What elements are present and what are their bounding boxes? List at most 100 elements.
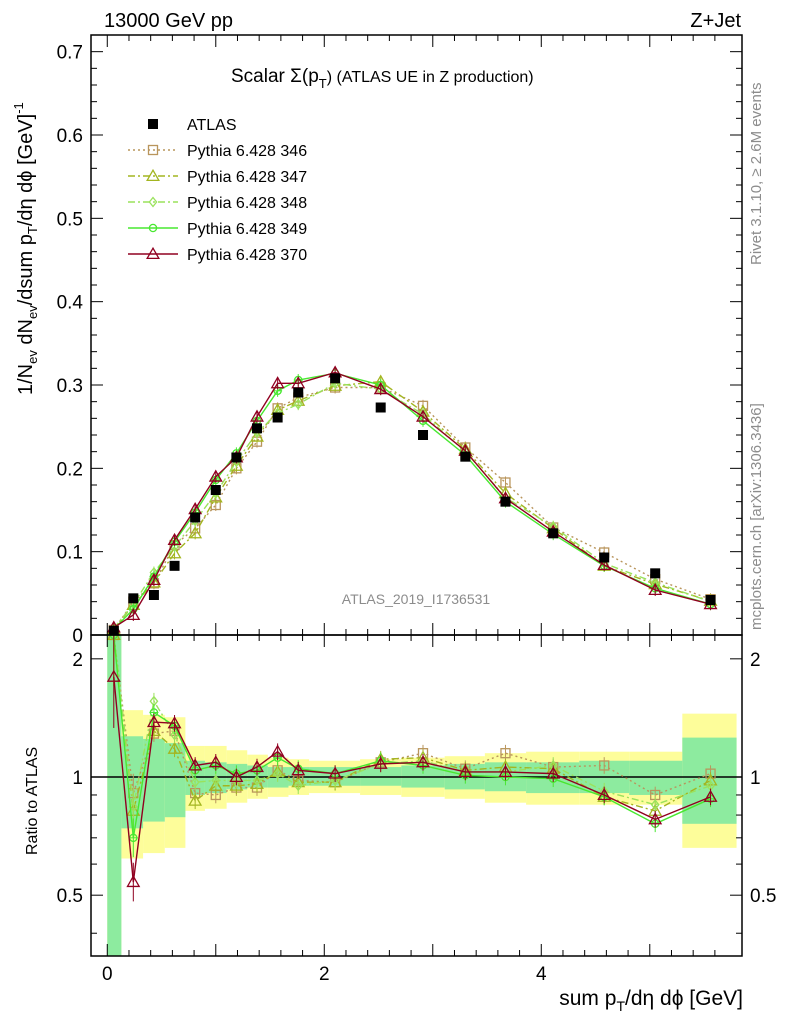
series-1-point-3 [167, 546, 182, 559]
ratio-2-point-10 [330, 774, 340, 786]
legend-label-0: ATLAS [187, 117, 237, 134]
series-1-point-7 [250, 429, 264, 442]
series-4-point-16 [597, 557, 612, 571]
series-4-point-12 [416, 409, 430, 422]
legend-label-1: Pythia 6.428 346 [187, 143, 307, 160]
atlas-point-9 [293, 387, 304, 398]
ratio-tick-label-right: 1 [750, 768, 761, 789]
band-stat-1 [121, 736, 144, 829]
legend-marker-1 [147, 144, 159, 156]
ratio-4-point-6 [229, 769, 244, 783]
series-1-point-6 [229, 458, 244, 471]
atlas-point-5 [210, 485, 221, 495]
series-4-point-5 [208, 469, 223, 482]
legend-marker-5 [146, 246, 160, 260]
ratio-1-point-6 [229, 778, 244, 791]
series-4-point-8 [270, 376, 285, 389]
ratio-4-point-3 [167, 716, 182, 729]
y-tick-label: 0.3 [57, 376, 83, 397]
ratio-0-point-14 [500, 748, 511, 759]
mcplots-label: mcplots.cern.ch [arXiv:1306.3436] [748, 403, 765, 630]
ratio-2-point-5 [211, 774, 221, 786]
y-tick-label: 0.2 [57, 459, 83, 480]
ratio-4-point-4 [188, 758, 203, 771]
ratio-tick-label-right: 0.5 [750, 886, 776, 907]
ratio-tick-label: 0.5 [57, 886, 83, 907]
ratio-2-point-8 [273, 768, 283, 780]
series-2-point-9 [293, 398, 303, 410]
ratio-4-point-0 [106, 669, 121, 682]
ratio-y-axis-label: Ratio to ATLAS [24, 747, 41, 855]
ratio-tick-label: 1 [72, 768, 83, 789]
series-4-point-7 [250, 409, 264, 422]
legend-marker-3 [148, 196, 158, 208]
ratio-2-point-1 [128, 801, 138, 813]
rivet-label: Rivet 3.1.10, ≥ 2.6M events [748, 83, 765, 266]
legend-label-2: Pythia 6.428 347 [187, 169, 307, 186]
ratio-2-point-4 [190, 776, 200, 788]
atlas-point-1 [128, 593, 139, 604]
ratio-2-point-17 [650, 799, 660, 811]
atlas-point-0 [108, 625, 119, 635]
atlas-point-14 [500, 496, 511, 507]
x-tick-label: 0 [102, 964, 113, 985]
atlas-point-6 [231, 452, 242, 463]
x-tick-label: 2 [319, 964, 330, 985]
ratio-frame [90, 634, 743, 957]
y-tick-label: 0.4 [57, 293, 84, 314]
ratio-1-point-3 [167, 741, 182, 754]
atlas-point-13 [460, 451, 471, 462]
ratio-tick-label: 2 [72, 650, 83, 671]
atlas-point-12 [418, 430, 429, 440]
y-tick-label: 0.5 [57, 209, 83, 230]
atlas-point-15 [548, 528, 559, 539]
ratio-tick-label-right: 2 [750, 650, 761, 671]
ratio-4-point-14 [498, 764, 513, 778]
ratio-4-point-16 [597, 787, 612, 801]
y-tick-label: 0 [72, 626, 83, 647]
atlas-point-8 [272, 412, 283, 423]
series-4-point-1 [126, 607, 141, 621]
ratio-4-point-13 [458, 764, 473, 778]
header-process: Z+Jet [690, 10, 741, 32]
ratio-4-point-10 [328, 766, 343, 779]
atlas-point-17 [650, 568, 661, 579]
legend-label-4: Pythia 6.428 349 [187, 221, 307, 238]
legend-marker-2 [146, 168, 160, 182]
legend-marker-atlas [148, 119, 158, 129]
atlas-point-3 [169, 560, 180, 571]
x-axis-label: sum pT/dη dϕ [GeV] [559, 987, 743, 1014]
ratio-4-point-17 [648, 812, 663, 825]
ratio-1-point-4 [188, 793, 203, 806]
band-stat-17 [629, 760, 683, 795]
header-energy: 13000 GeV pp [104, 10, 233, 32]
y-axis-label: 1/Nev dNev/dsum pT/dη dϕ [GeV]-1 [11, 102, 40, 395]
atlas-point-11 [375, 402, 386, 413]
y-tick-label: 0.6 [57, 126, 83, 147]
ratio-1-point-5 [208, 778, 223, 791]
ratio-4-point-1 [126, 874, 141, 888]
ratio-4-point-12 [416, 755, 430, 768]
series-1-point-5 [208, 490, 223, 503]
atlas-point-16 [599, 552, 610, 563]
atlas-point-10 [330, 373, 341, 384]
analysis-watermark: ATLAS_2019_I1736531 [342, 591, 491, 607]
atlas-point-4 [190, 512, 201, 523]
ratio-4-point-18 [703, 789, 718, 802]
atlas-point-18 [705, 595, 716, 605]
series-4-point-17 [648, 582, 663, 596]
ratio-4-point-2 [146, 714, 161, 728]
ratio-4-point-15 [546, 766, 561, 779]
ratio-4-point-11 [373, 756, 388, 769]
series-4-point-11 [373, 382, 388, 395]
legend-label-3: Pythia 6.428 348 [187, 195, 307, 212]
ratio-0-point-16 [599, 760, 610, 771]
ratio-2-point-3 [170, 729, 179, 741]
x-tick-label: 4 [536, 964, 547, 985]
ratio-2-point-9 [293, 780, 303, 792]
series-1-point-4 [188, 526, 203, 539]
ratio-2-point-7 [252, 774, 262, 786]
series-4-point-2 [146, 572, 161, 586]
atlas-point-7 [252, 423, 263, 434]
